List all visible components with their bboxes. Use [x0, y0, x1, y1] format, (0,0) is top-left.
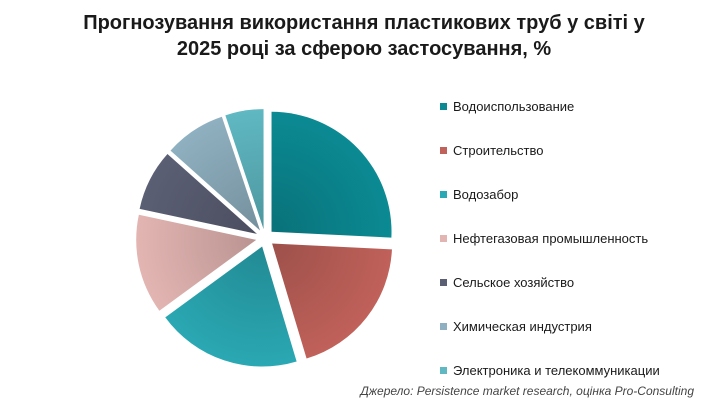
legend-swatch	[440, 102, 447, 110]
legend-label: Электроника и телекоммуникации	[453, 362, 660, 378]
pie-slice-1	[271, 111, 392, 238]
legend-swatch	[440, 322, 447, 330]
legend-item-3: Водозабор	[440, 172, 725, 216]
legend-label: Строительство	[453, 142, 544, 158]
pie-slice-7	[225, 109, 264, 230]
legend-label: Нефтегазовая промышленность	[453, 230, 649, 246]
pie-slice-5	[139, 154, 257, 234]
pie-slice-2	[272, 243, 392, 359]
legend-item-1: Водоиспользование	[440, 84, 725, 128]
legend-label: Сельское хозяйство	[453, 274, 575, 290]
legend-label: Химическая индустрия	[453, 318, 592, 334]
chart-title: Прогнозування використання пластикових т…	[0, 10, 728, 62]
legend-swatch	[440, 146, 447, 154]
chart-title-line-1: Прогнозування використання пластикових т…	[83, 12, 645, 34]
legend-swatch	[440, 190, 447, 198]
legend-label: Водоиспользование	[453, 98, 575, 114]
legend-label: Водозабор	[453, 186, 519, 202]
legend-item-6: Химическая индустрия	[440, 304, 725, 348]
legend-item-7: Электроника и телекоммуникации	[440, 348, 725, 392]
pie-slice-4	[136, 214, 257, 311]
pie-slice-3	[165, 246, 297, 367]
legend-item-4: Нефтегазовая промышленность	[440, 216, 725, 260]
legend-swatch	[440, 366, 447, 374]
legend-item-2: Строительство	[440, 128, 725, 172]
pie-chart	[136, 109, 392, 367]
source-note: Джерело: Persistence market research, оц…	[360, 384, 694, 398]
legend-swatch	[440, 278, 447, 286]
legend-item-5: Сельское хозяйство	[440, 260, 725, 304]
pie-slice-6	[170, 116, 261, 231]
chart-legend: Водоиспользование Строительство Водозабор Н…	[440, 84, 725, 392]
chart-title-line-2: 2025 році за сферою застосування, %	[176, 38, 552, 60]
legend-swatch	[440, 234, 447, 242]
